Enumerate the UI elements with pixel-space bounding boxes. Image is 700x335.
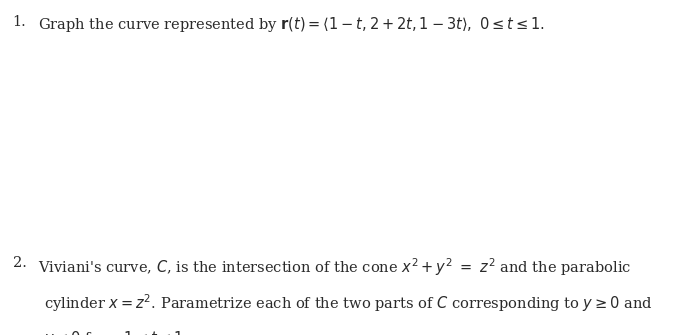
Text: cylinder $x = z^2$. Parametrize each of the two parts of $C$ corresponding to $y: cylinder $x = z^2$. Parametrize each of … <box>44 292 652 314</box>
Text: 2.: 2. <box>13 256 27 270</box>
Text: $y \leq 0$ for $-1 \leq t \leq 1$.: $y \leq 0$ for $-1 \leq t \leq 1$. <box>44 329 188 335</box>
Text: Viviani's curve, $C$, is the intersection of the cone $x^2 + y^2 \ = \ z^2$ and : Viviani's curve, $C$, is the intersectio… <box>38 256 632 278</box>
Text: 1.: 1. <box>13 15 27 29</box>
Text: Graph the curve represented by $\mathbf{r}(t) = \langle 1-t, 2+2t, 1-3t \rangle,: Graph the curve represented by $\mathbf{… <box>38 15 545 34</box>
